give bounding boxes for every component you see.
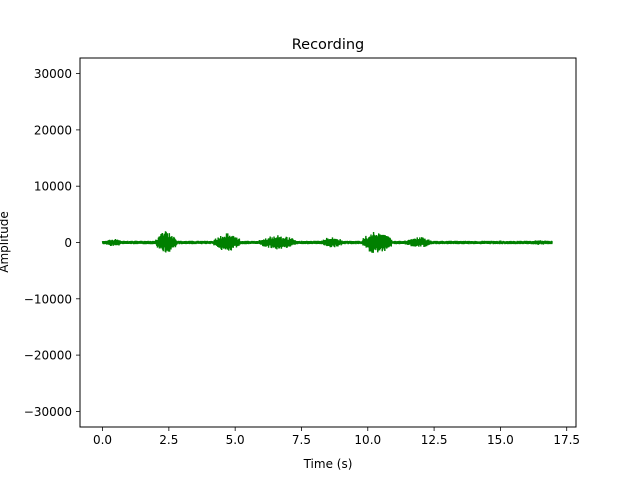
x-tick-label: 12.5 xyxy=(421,433,448,447)
x-tick-label: 10.0 xyxy=(354,433,381,447)
y-tick-label: 10000 xyxy=(34,180,72,194)
y-tick-label: −10000 xyxy=(24,292,72,306)
y-tick-label: −30000 xyxy=(24,405,72,419)
plot-data-layer xyxy=(101,231,553,253)
x-tick-label: 5.0 xyxy=(226,433,245,447)
y-tick-label: 20000 xyxy=(34,123,72,137)
x-tick-label: 15.0 xyxy=(487,433,514,447)
x-axis-ticks: 0.0 2.5 5.0 7.5 10.0 12.5 15.0 17.5 xyxy=(93,427,580,447)
y-tick-label: 0 xyxy=(64,236,72,250)
x-tick-label: 17.5 xyxy=(553,433,580,447)
chart-title: Recording xyxy=(292,37,365,53)
waveform-series-line xyxy=(101,231,553,253)
x-tick-label: 0.0 xyxy=(93,433,112,447)
x-axis-label: Time (s) xyxy=(303,457,353,471)
y-tick-label: 30000 xyxy=(34,67,72,81)
x-tick-label: 7.5 xyxy=(292,433,311,447)
y-axis-ticks: 30000 20000 10000 0 −10000 −20000 −30000 xyxy=(24,67,80,419)
y-axis-label: Amplitude xyxy=(0,211,11,273)
x-tick-label: 2.5 xyxy=(159,433,178,447)
y-tick-label: −20000 xyxy=(24,349,72,363)
